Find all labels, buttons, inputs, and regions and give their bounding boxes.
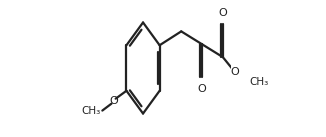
Text: CH₃: CH₃ xyxy=(249,77,268,87)
Text: CH₃: CH₃ xyxy=(81,106,100,116)
Text: O: O xyxy=(218,8,227,18)
Text: O: O xyxy=(230,67,239,77)
Text: O: O xyxy=(198,84,206,94)
Text: O: O xyxy=(110,96,118,106)
